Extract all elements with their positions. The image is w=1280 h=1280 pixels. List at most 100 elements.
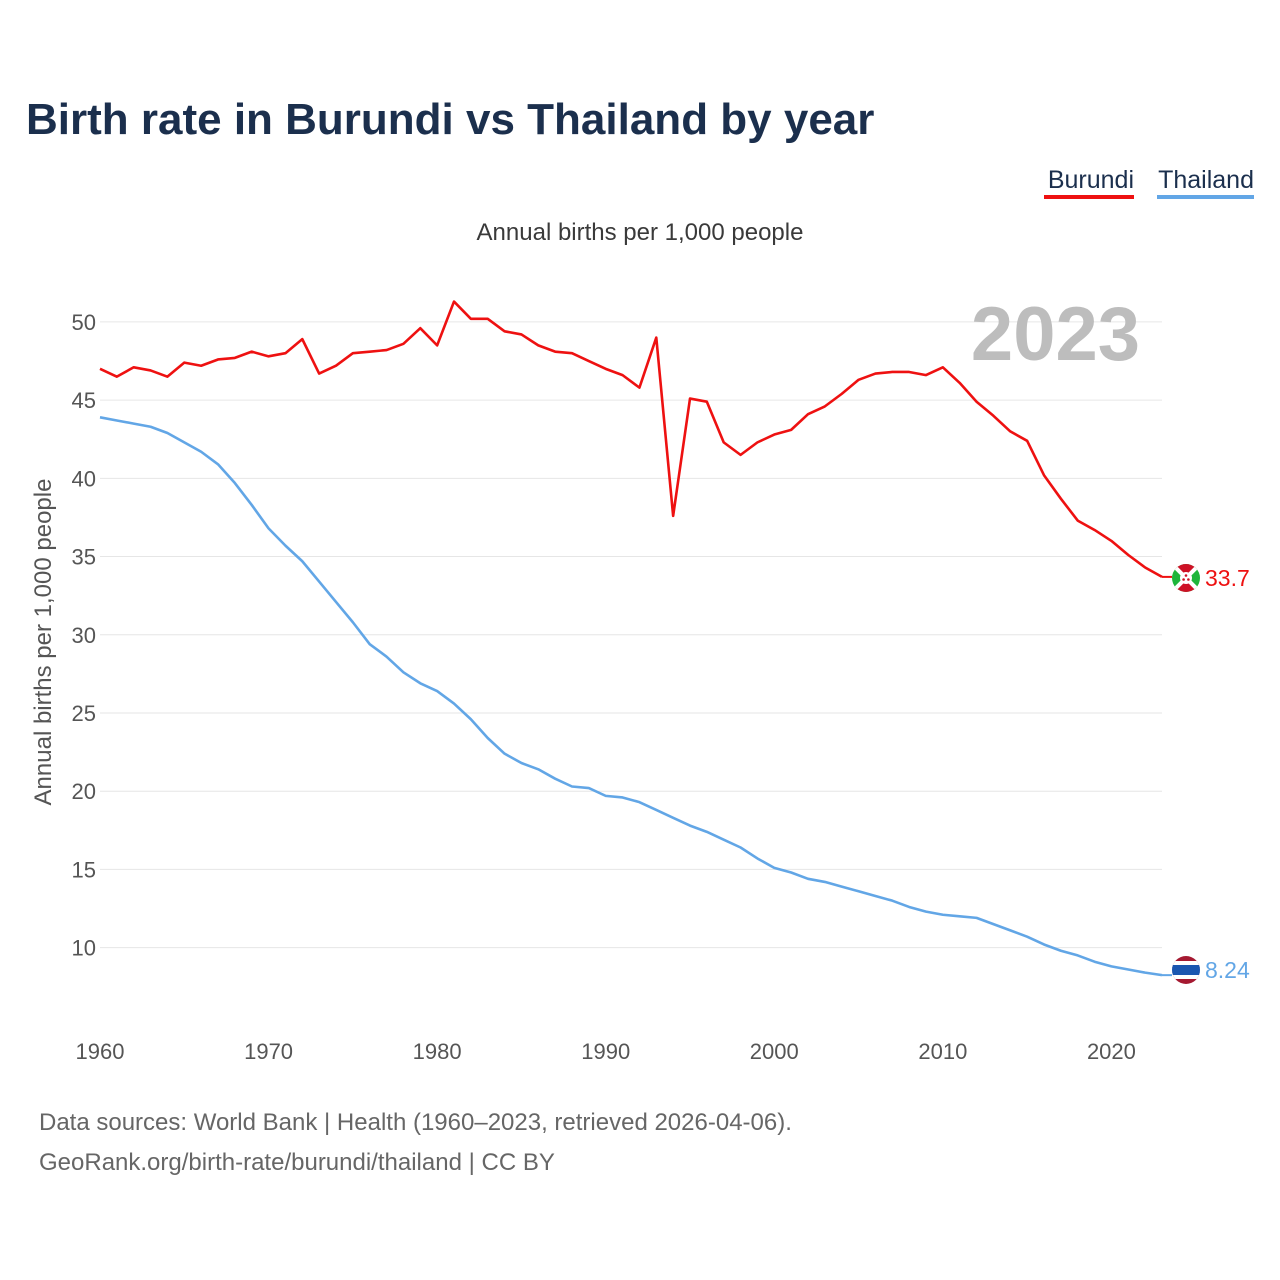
y-tick-label: 30 bbox=[72, 623, 96, 648]
data-point-burundi bbox=[975, 401, 977, 403]
series-line-burundi bbox=[99, 300, 1163, 579]
data-point-burundi bbox=[200, 365, 202, 367]
data-point-thailand bbox=[756, 857, 758, 859]
data-point-thailand bbox=[824, 881, 826, 883]
data-point-burundi bbox=[470, 318, 472, 320]
data-point-burundi bbox=[116, 375, 118, 377]
data-point-thailand bbox=[841, 885, 843, 887]
data-point-burundi bbox=[1093, 529, 1095, 531]
data-point-thailand bbox=[571, 785, 573, 787]
data-point-thailand bbox=[1110, 965, 1112, 967]
data-point-thailand bbox=[706, 831, 708, 833]
data-point-burundi bbox=[1060, 497, 1062, 499]
data-point-thailand bbox=[200, 451, 202, 453]
data-point-burundi bbox=[874, 372, 876, 374]
y-tick-label: 25 bbox=[72, 701, 96, 726]
data-point-thailand bbox=[234, 482, 236, 484]
data-point-burundi bbox=[621, 374, 623, 376]
data-point-thailand bbox=[942, 914, 944, 916]
thailand-flag-icon bbox=[1172, 956, 1200, 984]
data-point-burundi bbox=[1110, 540, 1112, 542]
data-point-burundi bbox=[301, 338, 303, 340]
data-point-burundi bbox=[166, 375, 168, 377]
x-tick-label: 1980 bbox=[413, 1039, 462, 1064]
y-tick-label: 50 bbox=[72, 310, 96, 335]
data-point-thailand bbox=[267, 527, 269, 529]
data-point-burundi bbox=[1009, 430, 1011, 432]
data-point-burundi bbox=[1077, 519, 1079, 521]
data-point-burundi bbox=[251, 350, 253, 352]
footer-attribution: GeoRank.org/birth-rate/burundi/thailand … bbox=[39, 1149, 555, 1176]
data-point-burundi bbox=[183, 361, 185, 363]
data-point-burundi bbox=[1127, 554, 1129, 556]
data-point-thailand bbox=[419, 682, 421, 684]
data-point-thailand bbox=[588, 787, 590, 789]
data-point-burundi bbox=[773, 433, 775, 435]
x-tick-label: 1990 bbox=[581, 1039, 630, 1064]
data-point-burundi bbox=[487, 318, 489, 320]
data-point-thailand bbox=[149, 426, 151, 428]
data-point-burundi bbox=[891, 371, 893, 373]
data-point-burundi bbox=[520, 333, 522, 335]
burundi-flag-icon bbox=[1172, 564, 1200, 592]
data-point-thailand bbox=[638, 801, 640, 803]
data-point-burundi bbox=[503, 330, 505, 332]
data-point-burundi bbox=[739, 454, 741, 456]
data-point-thailand bbox=[790, 871, 792, 873]
data-point-burundi bbox=[942, 366, 944, 368]
legend: Burundi Thailand bbox=[1044, 166, 1254, 199]
x-tick-label: 2010 bbox=[918, 1039, 967, 1064]
data-point-thailand bbox=[99, 416, 101, 418]
data-point-burundi bbox=[267, 355, 269, 357]
data-point-burundi bbox=[369, 350, 371, 352]
data-point-burundi bbox=[99, 368, 101, 370]
data-point-thailand bbox=[739, 846, 741, 848]
data-point-burundi bbox=[402, 343, 404, 345]
legend-item-thailand[interactable]: Thailand bbox=[1157, 166, 1254, 199]
data-point-thailand bbox=[621, 796, 623, 798]
data-point-burundi bbox=[857, 379, 859, 381]
data-point-thailand bbox=[385, 655, 387, 657]
data-point-thailand bbox=[335, 601, 337, 603]
y-axis-ticks: 10 15 20 25 30 35 40 45 50 bbox=[72, 310, 96, 961]
data-point-thailand bbox=[689, 824, 691, 826]
data-point-thailand bbox=[1093, 960, 1095, 962]
data-point-burundi bbox=[571, 352, 573, 354]
data-point-thailand bbox=[520, 762, 522, 764]
series-lines bbox=[99, 300, 1172, 977]
data-point-thailand bbox=[352, 621, 354, 623]
x-tick-label: 2020 bbox=[1087, 1039, 1136, 1064]
data-point-thailand bbox=[908, 906, 910, 908]
data-point-thailand bbox=[672, 817, 674, 819]
footer-sources: Data sources: World Bank | Health (1960–… bbox=[39, 1109, 792, 1136]
data-point-thailand bbox=[1161, 974, 1163, 976]
data-point-burundi bbox=[453, 300, 455, 302]
data-point-thailand bbox=[183, 441, 185, 443]
data-point-burundi bbox=[352, 352, 354, 354]
data-point-burundi bbox=[992, 415, 994, 417]
data-point-thailand bbox=[857, 890, 859, 892]
data-point-thailand bbox=[1026, 935, 1028, 937]
data-point-burundi bbox=[756, 441, 758, 443]
data-point-thailand bbox=[992, 923, 994, 925]
chart-title: Birth rate in Burundi vs Thailand by yea… bbox=[26, 95, 874, 144]
data-point-thailand bbox=[554, 777, 556, 779]
y-tick-label: 45 bbox=[72, 388, 96, 413]
data-point-burundi bbox=[925, 374, 927, 376]
data-point-burundi bbox=[1161, 576, 1163, 578]
data-point-thailand bbox=[605, 795, 607, 797]
data-point-thailand bbox=[975, 917, 977, 919]
data-point-thailand bbox=[301, 560, 303, 562]
x-axis-ticks: 1960 1970 1980 1990 2000 2010 2020 bbox=[76, 1039, 1136, 1064]
data-point-burundi bbox=[790, 429, 792, 431]
data-point-burundi bbox=[1043, 474, 1045, 476]
data-point-burundi bbox=[133, 366, 135, 368]
y-axis-label: Annual births per 1,000 people bbox=[30, 479, 57, 806]
y-tick-label: 40 bbox=[72, 466, 96, 491]
y-tick-label: 10 bbox=[72, 936, 96, 961]
legend-item-burundi[interactable]: Burundi bbox=[1044, 166, 1134, 199]
data-point-burundi bbox=[706, 401, 708, 403]
data-point-burundi bbox=[537, 344, 539, 346]
data-point-thailand bbox=[807, 878, 809, 880]
series-points bbox=[99, 300, 1163, 976]
